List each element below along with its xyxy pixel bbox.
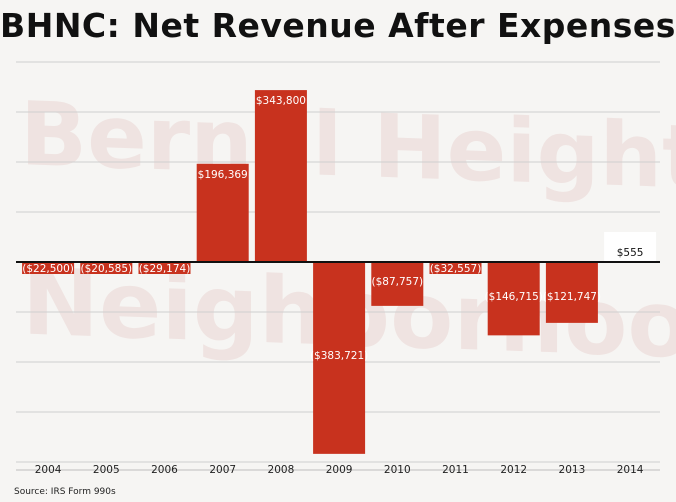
bar-2011 xyxy=(429,262,482,274)
value-label-2006: ($29,174) xyxy=(139,263,191,275)
bar-2007 xyxy=(196,163,249,262)
x-tick-label: 2009 xyxy=(326,464,353,476)
value-label-2012: ($146,715) xyxy=(485,291,543,303)
bar-2006 xyxy=(138,262,191,274)
bar-2014 xyxy=(604,232,657,262)
x-tick-label: 2005 xyxy=(93,464,120,476)
x-tick-label: 2014 xyxy=(617,464,644,476)
value-label-2005: ($20,585) xyxy=(80,263,132,275)
bar-2013 xyxy=(545,262,598,323)
x-tick-label: 2006 xyxy=(151,464,178,476)
value-label-2009: ($383,721) xyxy=(310,350,368,362)
chart-title: BHNC: Net Revenue After Expenses xyxy=(0,6,676,45)
value-label-2007: $196,369 xyxy=(198,169,248,181)
value-label-2013: ($121,747) xyxy=(543,291,601,303)
source-note: Source: IRS Form 990s xyxy=(14,487,116,497)
x-tick-label: 2013 xyxy=(559,464,586,476)
x-tick-label: 2007 xyxy=(209,464,236,476)
x-tick-label: 2012 xyxy=(500,464,527,476)
bar-2012 xyxy=(487,262,540,336)
x-tick-label: 2004 xyxy=(35,464,62,476)
bar-2004 xyxy=(22,262,75,274)
x-tick-label: 2008 xyxy=(268,464,295,476)
bar-2010 xyxy=(371,262,424,306)
x-tick-label: 2010 xyxy=(384,464,411,476)
bar-2009 xyxy=(313,262,366,454)
bar-2008 xyxy=(254,90,307,262)
value-label-2010: ($87,757) xyxy=(371,276,423,288)
value-label-2014: $555 xyxy=(617,247,644,259)
value-label-2011: ($32,557) xyxy=(430,263,482,275)
x-tick-label: 2011 xyxy=(442,464,469,476)
bar-2005 xyxy=(80,262,133,274)
value-label-2008: $343,800 xyxy=(256,95,306,107)
value-label-2004: ($22,500) xyxy=(22,263,74,275)
